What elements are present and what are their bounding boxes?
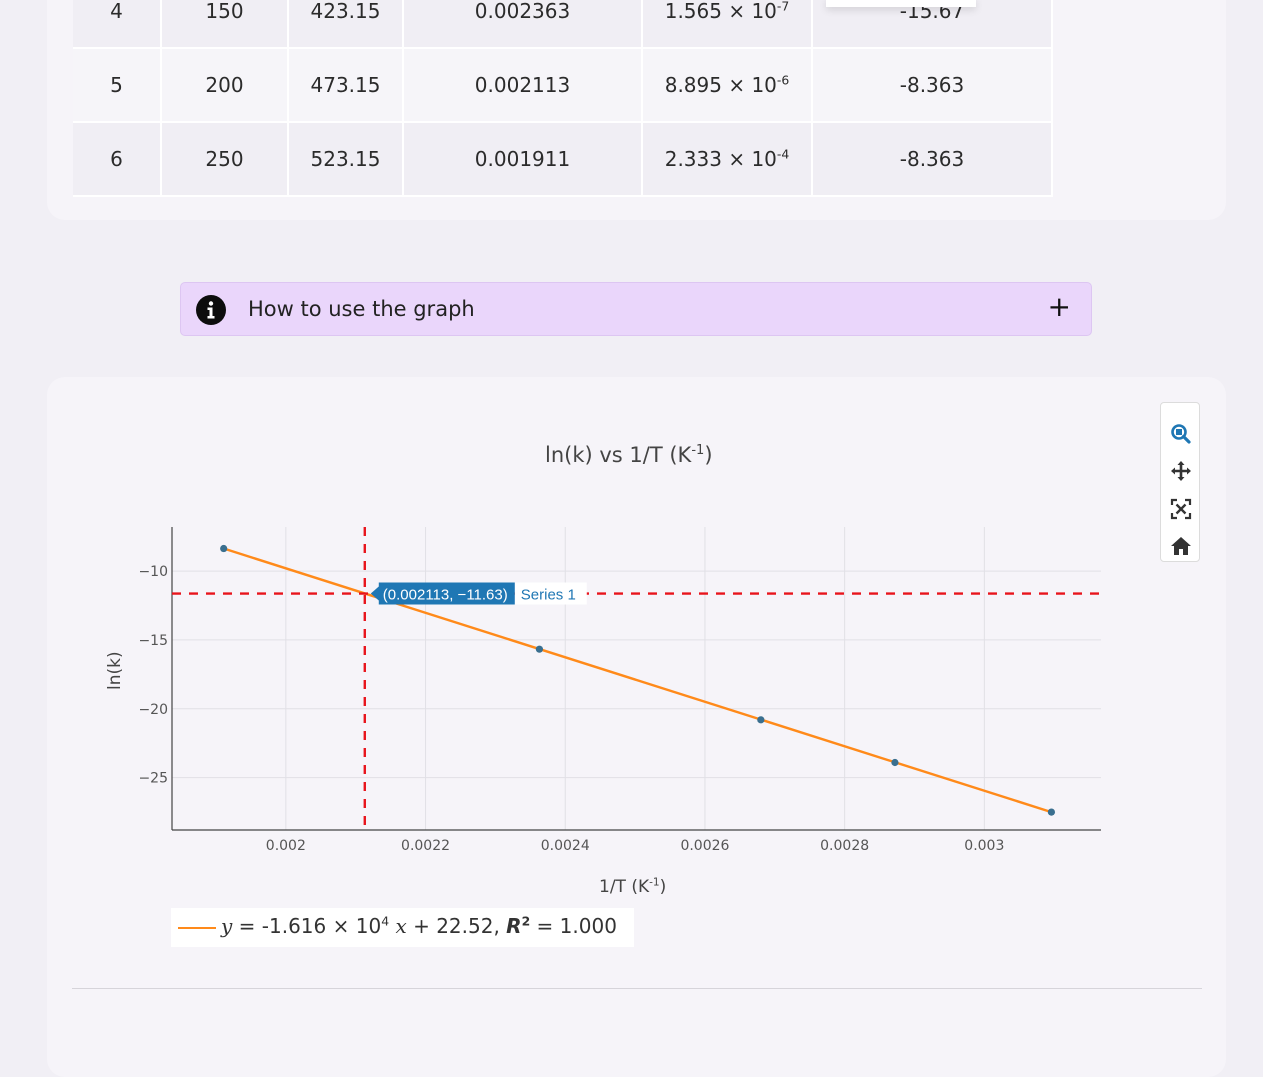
rate-constant-cell: 1.565 × 10-7 (642, 0, 813, 49)
run-number-cell: 6 (73, 122, 162, 197)
how-to-use-accordion[interactable]: How to use the graph + (180, 282, 1092, 336)
plot-modebar (1160, 402, 1200, 562)
fit-line (223, 547, 1052, 814)
y-tick-label: −20 (138, 702, 168, 718)
info-icon (196, 295, 226, 325)
data-point[interactable] (757, 716, 765, 724)
run-number-cell: 4 (73, 0, 162, 49)
hover-label-box (370, 582, 515, 605)
x-tick-label: 0.002 (266, 838, 306, 854)
autoscale-icon[interactable] (1170, 498, 1192, 520)
run-number-cell: 5 (73, 48, 162, 123)
temp-c-cell: 250 (161, 122, 289, 197)
ln-k-cell: -15.67 (812, 0, 1053, 49)
data-point[interactable] (1047, 808, 1056, 816)
table-row: 6 250 523.15 0.001911 2.333 × 10-4 -8.363 (73, 122, 1053, 197)
x-axis-label: 1/T (K-1) (599, 876, 667, 897)
data-point[interactable] (891, 758, 899, 767)
fit-legend[interactable]: y = -1.616 × 104 x + 22.52, R2 = 1.000 (171, 908, 634, 947)
y-tick-label: −15 (138, 633, 168, 649)
pan-icon[interactable] (1170, 460, 1192, 482)
expand-plus-icon[interactable]: + (1047, 290, 1071, 323)
x-tick-label: 0.0028 (820, 838, 869, 854)
table-row: 4 150 423.15 0.002363 1.565 × 10-7 -15.67 (73, 0, 1053, 49)
data-point[interactable] (220, 544, 228, 553)
y-tick-label: −25 (138, 771, 168, 787)
rate-data-table: 4 150 423.15 0.002363 1.565 × 10-7 -15.67 5 200… (73, 0, 1053, 197)
section-divider (72, 988, 1202, 989)
home-icon[interactable] (1170, 535, 1192, 557)
accordion-title: How to use the graph (248, 297, 475, 321)
hover-series-name: Series 1 (521, 587, 576, 604)
temp-c-cell: 150 (161, 0, 289, 49)
fit-equation: y = -1.616 × 104 x + 22.52, R2 = 1.000 (221, 913, 617, 938)
y-axis-label: ln(k) (105, 651, 125, 690)
inv-temp-cell: 0.002113 (403, 48, 643, 123)
chart-title: ln(k) vs 1/T (K-1) (545, 443, 713, 467)
legend-line-swatch (178, 927, 216, 929)
ln-k-cell: -8.363 (812, 48, 1053, 123)
table-row: 5 200 473.15 0.002113 8.895 × 10-6 -8.363 (73, 48, 1053, 123)
zoom-icon[interactable] (1170, 423, 1192, 445)
rate-constant-cell: 2.333 × 10-4 (642, 122, 813, 197)
rate-constant-cell: 8.895 × 10-6 (642, 48, 813, 123)
ln-k-cell: -8.363 (812, 122, 1053, 197)
chart-card (47, 377, 1226, 1077)
inv-temp-cell: 0.001911 (403, 122, 643, 197)
x-tick-label: 0.0024 (541, 838, 590, 854)
hover-label-text: (0.002113, −11.63) (383, 587, 508, 604)
tooltip-fragment (826, 0, 976, 7)
x-tick-label: 0.003 (964, 838, 1004, 854)
temp-k-cell: 523.15 (288, 122, 404, 197)
temp-c-cell: 200 (161, 48, 289, 123)
hover-series-bg (514, 582, 587, 605)
y-tick-label: −10 (138, 564, 168, 580)
plot-area[interactable]: 0.002 0.0022 0.0024 0.0026 0.0028 0.003 −10 −15… (0, 0, 1263, 1010)
inv-temp-cell: 0.002363 (403, 0, 643, 49)
x-tick-label: 0.0026 (680, 838, 729, 854)
data-point[interactable] (535, 645, 544, 653)
temp-k-cell: 473.15 (288, 48, 404, 123)
x-tick-label: 0.0022 (401, 838, 450, 854)
temp-k-cell: 423.15 (288, 0, 404, 49)
